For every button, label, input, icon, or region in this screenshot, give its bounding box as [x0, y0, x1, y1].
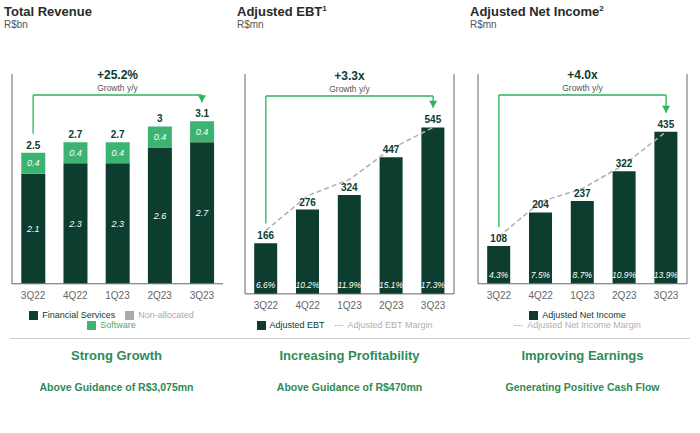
html-text:Adjusted EBT1: Adjusted EBT1: [237, 4, 327, 20]
html-text:Non-allocated: Non-allocated: [138, 309, 194, 320]
svg-text:2Q23: 2Q23: [147, 290, 172, 301]
svg-text:0.4: 0.4: [69, 148, 82, 158]
svg-text:2.7: 2.7: [69, 129, 83, 140]
svg-text:204: 204: [532, 199, 549, 210]
svg-text:4Q22: 4Q22: [528, 290, 553, 301]
html-text:Total Revenue: Total Revenue: [4, 4, 92, 19]
svg-text:237: 237: [574, 188, 591, 199]
svg-text:+4.0x: +4.0x: [567, 68, 598, 82]
svg-text:3Q23: 3Q23: [190, 290, 215, 301]
svg-text:2Q23: 2Q23: [612, 290, 637, 301]
html-text:R$mn: R$mn: [470, 19, 497, 31]
svg-text:2.5: 2.5: [26, 140, 40, 151]
svg-text:11.9%: 11.9%: [338, 280, 362, 290]
html-text:Financial Services: Financial Services: [42, 309, 116, 320]
html-text:R$bn: R$bn: [4, 19, 28, 30]
svg-text:1Q23: 1Q23: [105, 290, 130, 301]
svg-text:3Q22: 3Q22: [254, 300, 279, 311]
svg-text:322: 322: [616, 158, 633, 169]
html-text:Above Guidance of R$3,075mn: Above Guidance of R$3,075mn: [39, 381, 194, 393]
svg-text:4Q22: 4Q22: [63, 290, 88, 301]
svg-text:2Q23: 2Q23: [379, 300, 404, 311]
svg-text:447: 447: [383, 144, 400, 155]
svg-text:2.3: 2.3: [68, 219, 82, 229]
html-text:R$mn: R$mn: [237, 19, 264, 31]
svg-text:3Q23: 3Q23: [654, 290, 679, 301]
svg-text:2.6: 2.6: [153, 211, 167, 221]
html-text:Adjusted Net Income2: Adjusted Net Income2: [470, 4, 604, 20]
svg-text:6.6%: 6.6%: [256, 280, 276, 290]
svg-text:1Q23: 1Q23: [337, 300, 362, 311]
svg-text:108: 108: [490, 233, 507, 244]
svg-text:166: 166: [257, 230, 274, 241]
svg-text:3.1: 3.1: [195, 108, 209, 119]
svg-text:10.9%: 10.9%: [612, 270, 637, 280]
svg-text:Growth y/y: Growth y/y: [329, 84, 370, 94]
svg-text:+25.2%: +25.2%: [97, 68, 138, 82]
svg-text:3: 3: [157, 113, 163, 124]
svg-text:435: 435: [658, 119, 675, 130]
svg-text:10.2%: 10.2%: [295, 280, 320, 290]
html-text:Strong Growth: Strong Growth: [71, 348, 162, 363]
svg-text:3Q22: 3Q22: [21, 290, 46, 301]
svg-text:324: 324: [341, 182, 358, 193]
svg-text:4.3%: 4.3%: [489, 270, 509, 280]
svg-text:2.7: 2.7: [195, 208, 210, 218]
svg-text:8.7%: 8.7%: [573, 270, 593, 280]
html-text:Increasing Profitability: Increasing Profitability: [279, 348, 420, 363]
svg-text:17.3%: 17.3%: [421, 280, 446, 290]
svg-text:276: 276: [299, 197, 316, 208]
svg-text:2.7: 2.7: [111, 129, 125, 140]
svg-text:0.4: 0.4: [196, 127, 209, 137]
svg-text:0.4: 0.4: [154, 132, 167, 142]
svg-text:Growth y/y: Growth y/y: [97, 83, 138, 93]
svg-text:13.9%: 13.9%: [654, 270, 679, 280]
svg-text:3Q22: 3Q22: [487, 290, 512, 301]
html-text:Adjusted Net Income: Adjusted Net Income: [542, 309, 626, 320]
html-text:Software: Software: [100, 319, 136, 330]
html-text:Improving Earnings: Improving Earnings: [521, 348, 644, 363]
svg-text:3Q23: 3Q23: [421, 300, 446, 311]
svg-text:2.1: 2.1: [26, 224, 40, 234]
svg-text:2.3: 2.3: [110, 219, 124, 229]
svg-text:0.4: 0.4: [27, 158, 40, 168]
svg-text:4Q22: 4Q22: [295, 300, 320, 311]
svg-text:545: 545: [425, 114, 442, 125]
html-text:Adjusted Net Income Margin: Adjusted Net Income Margin: [527, 319, 641, 330]
html-text:Adjusted EBT: Adjusted EBT: [269, 319, 325, 330]
html-text:Adjusted EBT Margin: Adjusted EBT Margin: [347, 319, 433, 330]
html-text:Above Guidance of R$470mn: Above Guidance of R$470mn: [276, 381, 423, 393]
html-text:Generating Positive Cash Flow: Generating Positive Cash Flow: [505, 381, 660, 393]
svg-text:+3.3x: +3.3x: [334, 69, 365, 83]
svg-text:15.1%: 15.1%: [379, 280, 404, 290]
svg-text:0.4: 0.4: [111, 148, 124, 158]
svg-text:Growth y/y: Growth y/y: [562, 83, 603, 93]
svg-text:7.5%: 7.5%: [531, 270, 551, 280]
svg-text:1Q23: 1Q23: [570, 290, 595, 301]
